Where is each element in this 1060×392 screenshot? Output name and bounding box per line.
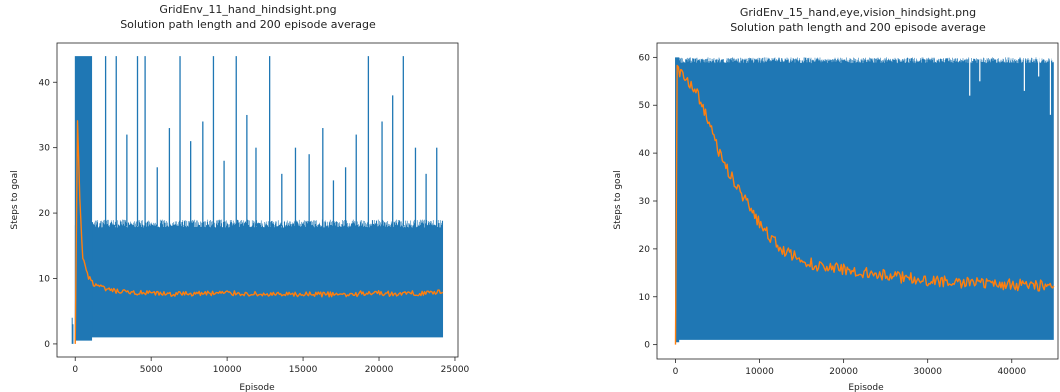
y-tick-label: 10: [39, 275, 51, 285]
raw-band: [74, 219, 444, 338]
x-axis-label: Episode: [239, 383, 275, 392]
axis-ticks: 0 10000 20000 30000 40000 0 10 20 30 40 50 60: [639, 53, 1027, 377]
y-axis-label: Steps to goal: [10, 170, 20, 229]
chart-subtitle: Solution path length and 200 episode ave…: [120, 18, 376, 31]
chart-left: GridEnv_11_hand_hindsight.png Solution p…: [10, 3, 470, 392]
raw-band: [675, 57, 1054, 340]
x-tick-label: 40000: [997, 367, 1026, 377]
y-tick-label: 40: [39, 78, 51, 88]
series-raw: [675, 57, 1054, 343]
y-tick-label: 0: [44, 340, 50, 350]
series-raw: [71, 56, 444, 344]
x-tick-label: 10000: [213, 365, 242, 375]
x-axis-label: Episode: [848, 383, 884, 392]
x-tick-label: 15000: [289, 365, 318, 375]
plot-content: [674, 57, 1055, 345]
x-tick-label: 0: [72, 365, 78, 375]
axis-ticks: 0 5000 10000 15000 20000 25000 0 10 20 30 40: [39, 78, 470, 375]
chart-title: GridEnv_15_hand,eye,vision_hindsight.png: [740, 6, 976, 19]
y-tick-label: 0: [644, 341, 650, 351]
y-tick-label: 60: [639, 53, 651, 63]
y-tick-label: 50: [639, 101, 651, 111]
x-tick-label: 30000: [913, 367, 942, 377]
y-tick-label: 20: [39, 209, 51, 219]
y-axis-label: Steps to goal: [613, 170, 623, 229]
raw-dip: [71, 317, 74, 344]
x-tick-label: 5000: [140, 365, 163, 375]
x-tick-label: 10000: [745, 367, 774, 377]
plot-content: [71, 56, 444, 344]
y-tick-label: 20: [639, 245, 651, 255]
series-average: [74, 120, 444, 344]
series-average: [674, 64, 1055, 345]
x-tick-label: 0: [673, 367, 679, 377]
chart-right: GridEnv_15_hand,eye,vision_hindsight.png…: [613, 6, 1059, 392]
y-tick-label: 30: [639, 197, 651, 207]
y-tick-label: 40: [639, 149, 651, 159]
plot-frame: [56, 42, 459, 358]
chart-subtitle: Solution path length and 200 episode ave…: [730, 21, 986, 34]
chart-title: GridEnv_11_hand_hindsight.png: [159, 3, 336, 16]
x-tick-label: 20000: [365, 365, 394, 375]
x-tick-label: 25000: [441, 365, 470, 375]
y-tick-label: 30: [39, 144, 51, 154]
y-tick-label: 10: [639, 293, 651, 303]
raw-early: [74, 56, 93, 341]
x-tick-label: 20000: [829, 367, 858, 377]
